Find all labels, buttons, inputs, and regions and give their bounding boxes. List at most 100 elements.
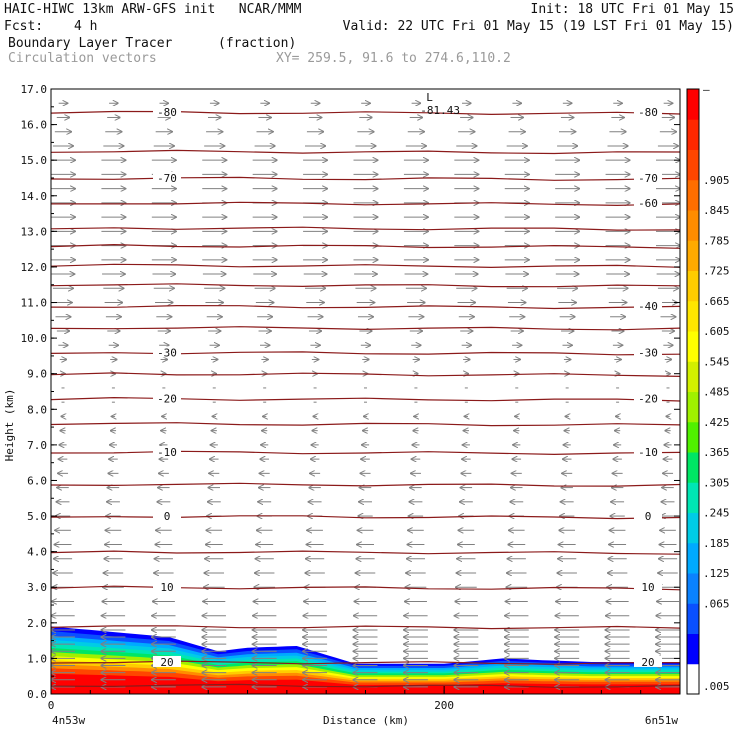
- contour-line: [51, 226, 680, 231]
- colorbar-swatch: [687, 391, 699, 423]
- y-tick-label: 9.0: [27, 368, 47, 381]
- contour-line: [51, 243, 680, 249]
- contour-labels: 20 20 10 10 0 0 -10 -10 -20 -20 -30 -30 -40 -60 -70 -70…: [153, 91, 662, 669]
- colorbar-label: .725: [703, 265, 730, 278]
- y-axis-label: Height (km): [3, 389, 16, 462]
- colorbar-swatch: [687, 179, 699, 211]
- y-tick-label: 0.0: [27, 688, 47, 701]
- contour-line: [51, 149, 680, 155]
- contour-label: 20: [160, 656, 173, 669]
- colorbar-label: .905: [703, 174, 730, 187]
- contour-label-bg: [153, 655, 181, 667]
- contour-line: [51, 482, 680, 487]
- y-tick-label: 16.0: [21, 119, 48, 132]
- y-tick-label: 8.0: [27, 403, 47, 416]
- y-axis: 0.0 1.0 2.0 3.0 4.0 5.0 6.0 7.0 8.0 9.0 10.0 11.0 12…: [21, 83, 680, 701]
- contour-line: [51, 550, 680, 555]
- contour-label-bg: [634, 446, 662, 457]
- contour-label: 10: [641, 581, 654, 594]
- colorbar-swatch: [687, 300, 699, 332]
- y-tick-label: 3.0: [27, 581, 47, 594]
- y-tick-label: 4.0: [27, 546, 47, 559]
- contour-label: -30: [638, 346, 658, 359]
- y-tick-label: 1.0: [27, 652, 47, 665]
- min-value: -81.43: [420, 104, 460, 117]
- y-tick-label: 7.0: [27, 439, 47, 452]
- y-tick-label: 13.0: [21, 225, 48, 238]
- contour-label-bg: [634, 392, 662, 404]
- contour-line: [51, 372, 680, 377]
- contour-line: [51, 683, 680, 688]
- colorbar: – .905 .845 .785 .725 .665 .605 .545 .485 .425 .36…: [686, 83, 730, 695]
- colorbar-swatch: [687, 361, 699, 392]
- colorbar-swatch: [687, 240, 699, 271]
- colorbar-label: .665: [703, 295, 730, 308]
- colorbar-label: .065: [703, 597, 730, 610]
- x-tick-label: 200: [434, 699, 454, 712]
- colorbar-swatch: [687, 210, 699, 241]
- contour-label: -80: [157, 106, 177, 119]
- colorbar-swatch: [687, 603, 699, 634]
- y-tick-label: 6.0: [27, 474, 47, 487]
- y-tick-label: 2.0: [27, 617, 47, 630]
- vector-label: Circulation vectors: [8, 51, 157, 66]
- contour-line: [51, 263, 680, 269]
- contour-label-bg: [153, 106, 181, 118]
- contour-label-bg: [634, 655, 662, 667]
- colorbar-label: .005: [703, 680, 730, 693]
- contour-label-bg: [634, 106, 662, 118]
- header-init: Init: 18 UTC Fri 01 May 15: [530, 2, 735, 17]
- colorbar-swatch: [687, 89, 699, 120]
- contour-line: [51, 326, 680, 331]
- colorbar-label: .485: [703, 386, 730, 399]
- contour-label: -10: [638, 446, 658, 459]
- colorbar-label: .425: [703, 416, 730, 429]
- contour-line: [51, 283, 680, 288]
- header-fcst-label: Fcst:: [4, 19, 44, 34]
- colorbar-label: .245: [703, 507, 730, 520]
- contour-line: [51, 422, 680, 427]
- colorbar-label: .305: [703, 476, 730, 489]
- contour-label-bg: [634, 171, 662, 183]
- colorbar-swatch: [687, 452, 699, 483]
- contour-line: [51, 201, 680, 207]
- colorbar-label: .785: [703, 234, 730, 247]
- contour-label-bg: [153, 446, 181, 457]
- contour-label-bg: [634, 510, 662, 522]
- contour-label: 0: [645, 510, 652, 523]
- tracer-band-11: [51, 673, 680, 694]
- x-right-label: 6n51w: [645, 714, 678, 727]
- contour-label: -20: [638, 393, 658, 406]
- contour-label: -60: [638, 197, 658, 210]
- field-name: Boundary Layer Tracer: [8, 36, 173, 51]
- y-tick-label: 17.0: [21, 83, 48, 96]
- contour-label: -20: [157, 393, 177, 406]
- contour-label-bg: [153, 581, 181, 593]
- x-left-label: 4n53w: [52, 714, 85, 727]
- contour-label: 20: [641, 656, 654, 669]
- circulation-vectors: [51, 103, 680, 687]
- header-fcst-value: 4 h: [74, 19, 98, 34]
- y-tick-label: 14.0: [21, 190, 48, 203]
- y-tick-label: 15.0: [21, 154, 48, 167]
- contour-label: 0: [164, 510, 171, 523]
- colorbar-swatch: [687, 482, 699, 513]
- min-marker: L: [426, 91, 433, 104]
- colorbar-swatch: [687, 663, 699, 695]
- header-valid: Valid: 22 UTC Fri 01 May 15 (19 LST Fri …: [342, 19, 734, 34]
- colorbar-swatch: [687, 573, 699, 604]
- contour-label-bg: [153, 510, 181, 522]
- colorbar-swatch: [687, 512, 699, 544]
- contour-line: [51, 625, 680, 630]
- colorbar-label: .185: [703, 537, 730, 550]
- contour-label: -30: [157, 346, 177, 359]
- xy-text: XY= 259.5, 91.6 to 274.6,110.2: [276, 51, 511, 66]
- colorbar-swatch: [687, 119, 699, 150]
- contour-label: -10: [157, 446, 177, 459]
- contour-label-bg: [634, 196, 662, 208]
- contour-label: -80: [638, 106, 658, 119]
- colorbar-swatch: [687, 633, 699, 665]
- x-tick-label: 0: [48, 699, 55, 712]
- x-axis: 0 200: [48, 686, 642, 712]
